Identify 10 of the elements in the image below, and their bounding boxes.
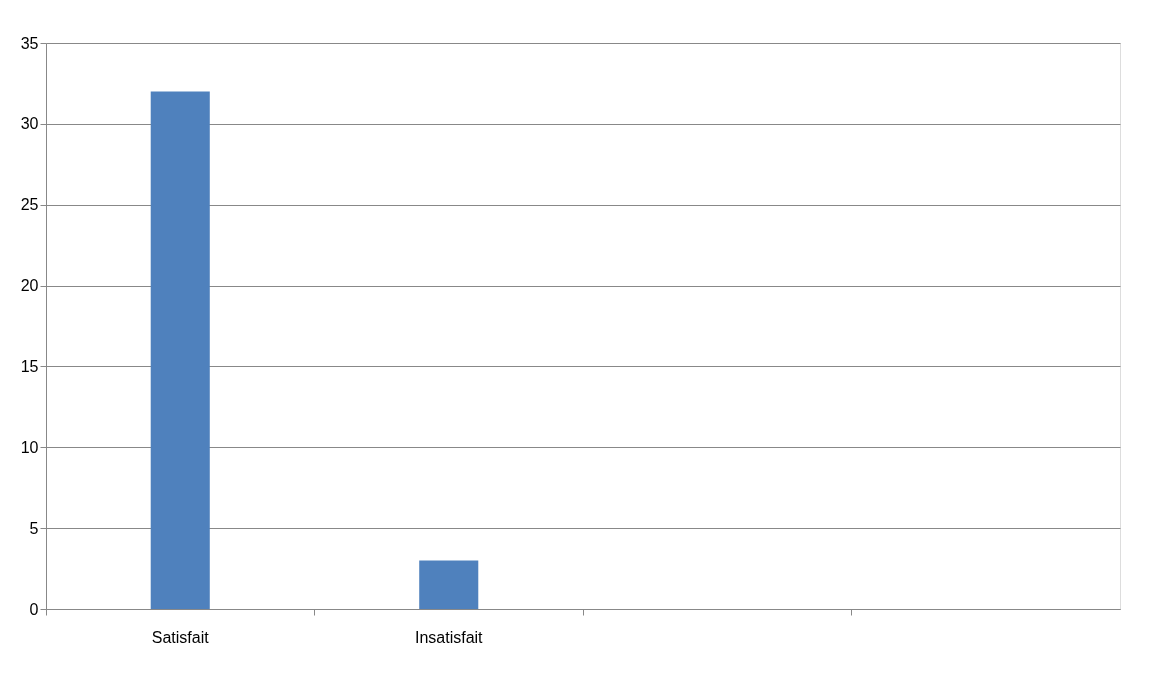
y-tick-label: 35: [20, 34, 39, 52]
y-tick-label: 5: [29, 519, 39, 537]
x-tick-label: Insatisfait: [414, 628, 484, 646]
y-tick-label: 20: [20, 277, 39, 295]
y-tick-label: 30: [20, 115, 39, 133]
y-tick-label: 25: [20, 196, 39, 214]
y-tick-label: 15: [20, 357, 39, 375]
x-tick-label: Satisfait: [151, 628, 210, 646]
y-tick-label: 10: [20, 438, 39, 456]
y-tick-label: 0: [29, 600, 39, 618]
